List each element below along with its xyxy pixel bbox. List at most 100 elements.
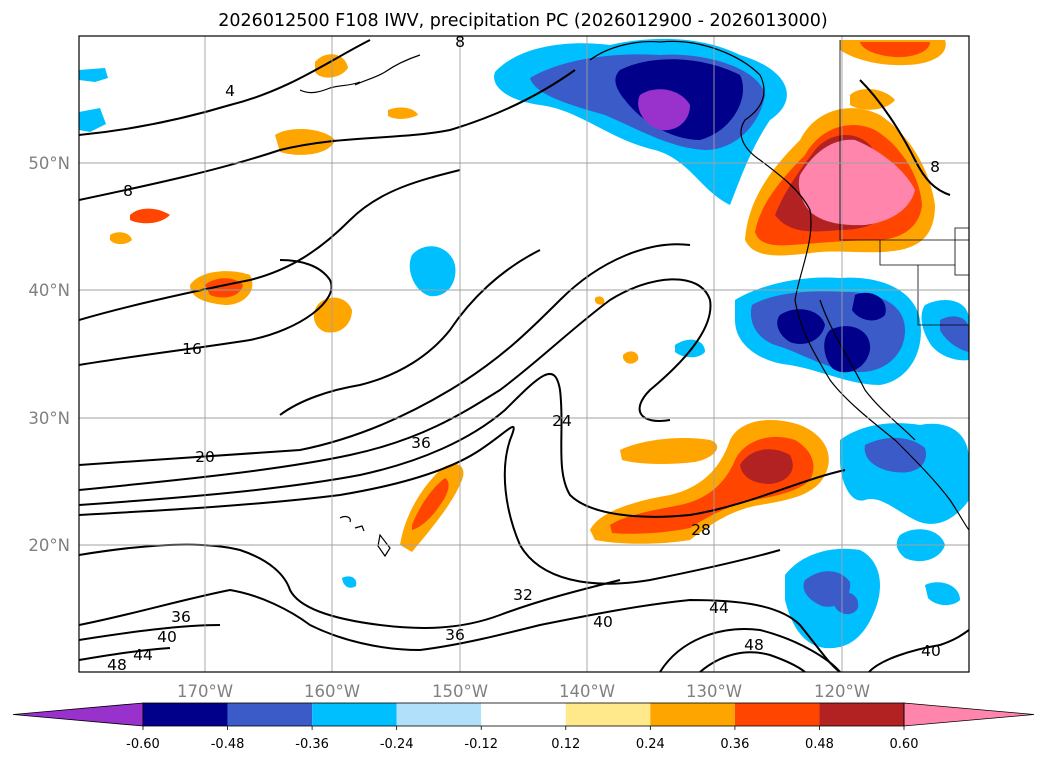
pos-region-pnw-peak bbox=[798, 139, 915, 226]
neg-region-subtropics-core2 bbox=[834, 592, 859, 615]
contour-label: 24 bbox=[552, 412, 572, 430]
neg-region-small3 bbox=[925, 582, 960, 606]
colorbar-tick-label: -0.48 bbox=[211, 737, 245, 752]
lat-label: 30°N bbox=[28, 409, 70, 428]
border-box bbox=[954, 227, 969, 276]
border-canada bbox=[839, 40, 969, 241]
colorbar-tick-label: -0.60 bbox=[126, 737, 160, 752]
precip-anomaly-fill bbox=[79, 38, 969, 649]
colorbar-segment bbox=[565, 703, 651, 726]
contour-label: 48 bbox=[744, 636, 764, 654]
colorbar-tick-label: -0.24 bbox=[380, 737, 414, 752]
na-coastline bbox=[589, 40, 969, 531]
colorbar-extend-min bbox=[12, 702, 144, 727]
lon-label: 140°W bbox=[559, 682, 615, 701]
pos-region-westpac6 bbox=[110, 232, 132, 245]
pos-region-small6 bbox=[594, 296, 605, 305]
pos-region-westpac5 bbox=[130, 208, 170, 224]
alaska-coastline bbox=[354, 54, 421, 86]
contour-label: 4 bbox=[225, 82, 235, 100]
contour-label: 44 bbox=[133, 646, 153, 664]
colorbar-extend-max bbox=[903, 702, 1035, 727]
contour-8-west bbox=[79, 69, 576, 201]
contour-40-east bbox=[868, 629, 969, 672]
lon-label: 130°W bbox=[686, 682, 742, 701]
contour-20 bbox=[79, 243, 691, 466]
colorbar-tick-label: 0.36 bbox=[720, 737, 749, 752]
border-states2 bbox=[917, 265, 969, 326]
lon-labels: 170°W 160°W 150°W 140°W 130°W 120°W bbox=[177, 682, 870, 701]
neg-region-nw-peak bbox=[638, 89, 690, 131]
contour-44 bbox=[79, 624, 221, 641]
neg-region-mexico-mid bbox=[864, 437, 926, 473]
contour-label: 40 bbox=[921, 642, 941, 660]
pos-region-westpac2 bbox=[313, 297, 352, 333]
contour-label: 36 bbox=[171, 608, 191, 626]
colorbar-tick-label: 0.60 bbox=[890, 737, 919, 752]
contour-label: 40 bbox=[593, 613, 613, 631]
lon-label: 160°W bbox=[304, 682, 360, 701]
contour-24 bbox=[79, 278, 712, 491]
colorbar-segment bbox=[312, 703, 397, 726]
contour-label: 16 bbox=[182, 340, 202, 358]
contour-label: 48 bbox=[107, 656, 127, 674]
contour-44-east bbox=[659, 628, 841, 672]
contour-40 bbox=[79, 588, 841, 672]
contour-48 bbox=[79, 647, 171, 661]
lat-label: 40°N bbox=[28, 281, 70, 300]
colorbar-tick-label: -0.36 bbox=[295, 737, 329, 752]
colorbar-segment bbox=[819, 703, 904, 726]
colorbar-tick-label: 0.24 bbox=[636, 737, 665, 752]
contour-12 bbox=[79, 169, 461, 321]
contour-label: 36 bbox=[411, 434, 431, 452]
lon-label: 150°W bbox=[432, 682, 488, 701]
coastlines bbox=[299, 40, 969, 558]
contour-4 bbox=[79, 39, 371, 136]
contour-label: 36 bbox=[445, 626, 465, 644]
pos-region-subtrop-core bbox=[740, 449, 793, 484]
colorbar-segment bbox=[227, 703, 313, 726]
contour-16-inner bbox=[279, 249, 541, 416]
neg-region-california-core2 bbox=[824, 326, 871, 373]
colorbar-segment bbox=[734, 703, 820, 726]
neg-region-small4 bbox=[342, 576, 357, 588]
neg-region-small1 bbox=[675, 339, 705, 358]
neg-region-midpac bbox=[409, 246, 456, 297]
colorbar-segment bbox=[143, 703, 228, 726]
colorbar-segment bbox=[481, 703, 566, 726]
neg-region-west-edge bbox=[79, 68, 108, 82]
pos-region-westpac4 bbox=[315, 54, 348, 78]
neg-region-california-core1 bbox=[777, 309, 825, 345]
pos-region-north-edge-core bbox=[860, 42, 930, 58]
neg-region-california-core3 bbox=[852, 292, 886, 321]
contour-label: 20 bbox=[195, 448, 215, 466]
pos-region-small-n bbox=[850, 88, 895, 110]
pos-region-westpac7 bbox=[388, 107, 418, 119]
pos-region-subtrop-strip bbox=[620, 438, 718, 465]
pos-region-hawaii-core bbox=[412, 478, 449, 530]
contour-label: 32 bbox=[513, 586, 533, 604]
map-title: 2026012500 F108 IWV, precipitation PC (2… bbox=[218, 11, 827, 31]
borders bbox=[839, 40, 969, 326]
contour-32 bbox=[79, 425, 781, 585]
lat-labels: 50°N 40°N 30°N 20°N bbox=[28, 154, 70, 555]
lat-label: 20°N bbox=[28, 536, 70, 555]
contour-label: 8 bbox=[930, 158, 940, 176]
iwv-contours bbox=[79, 39, 969, 672]
neg-region-west-edge2 bbox=[79, 108, 106, 132]
colorbar-segment bbox=[650, 703, 735, 726]
lon-label: 120°W bbox=[814, 682, 870, 701]
baja-coastline bbox=[819, 299, 916, 441]
colorbar-tick-label: -0.12 bbox=[464, 737, 498, 752]
colorbar-segment bbox=[396, 703, 482, 726]
contour-label: 40 bbox=[157, 628, 177, 646]
colorbar-tick-label: 0.48 bbox=[805, 737, 834, 752]
colorbar: -0.60 -0.48 -0.36 -0.24 -0.12 0.12 0.24 0.36 0.4… bbox=[12, 702, 1035, 752]
map-frame bbox=[78, 35, 970, 673]
contour-label: 44 bbox=[709, 599, 729, 617]
lon-label: 170°W bbox=[177, 682, 233, 701]
hawaii-islet bbox=[339, 516, 351, 523]
graticule bbox=[79, 36, 969, 672]
map-panel: 4 8 8 8 16 20 24 28 32 36 36 36 40 40 40… bbox=[78, 35, 970, 674]
